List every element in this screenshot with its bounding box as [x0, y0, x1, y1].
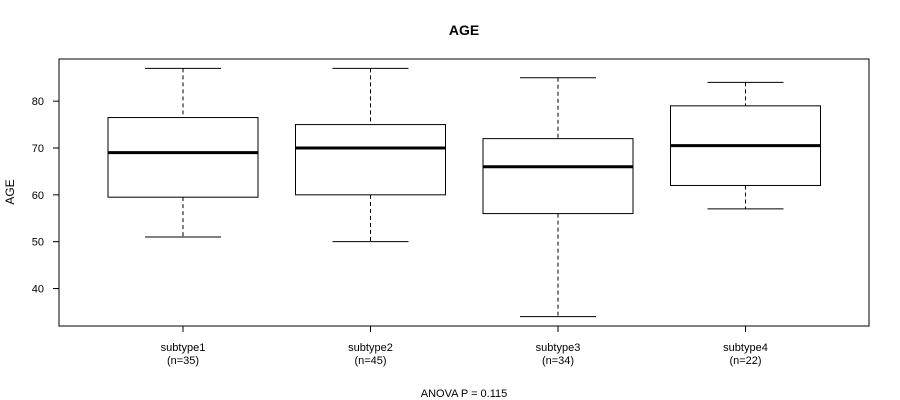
chart-title: AGE	[449, 22, 479, 38]
x-category-label: subtype4	[723, 342, 768, 354]
x-category-label: subtype1	[161, 342, 206, 354]
x-category-count: (n=35)	[167, 355, 199, 367]
y-axis: 40 50 60 70 80	[32, 96, 59, 296]
y-tick-label: 50	[32, 237, 44, 249]
y-tick-label: 80	[32, 96, 44, 108]
iqr-box	[107, 117, 259, 198]
iqr-box	[295, 124, 446, 196]
y-tick-label: 40	[32, 284, 44, 296]
y-axis-label: AGE	[3, 179, 17, 204]
x-axis: subtype1(n=35) subtype2(n=45) subtype3(n=3…	[161, 326, 768, 367]
box-group-subtype1	[107, 67, 259, 238]
x-category-count: (n=22)	[729, 355, 761, 367]
x-category-label: subtype3	[536, 342, 581, 354]
box-group-subtype3	[482, 77, 634, 318]
boxes	[107, 67, 821, 318]
box-group-subtype4	[670, 81, 821, 210]
x-category-count: (n=34)	[542, 355, 574, 367]
y-tick-label: 70	[32, 143, 44, 155]
x-category-count: (n=45)	[354, 355, 386, 367]
x-category-label: subtype2	[348, 342, 393, 354]
box-group-subtype2	[295, 67, 446, 243]
y-tick-label: 60	[32, 190, 44, 202]
plot-frame	[58, 58, 870, 327]
anova-footnote: ANOVA P = 0.115	[421, 388, 508, 400]
iqr-box	[482, 138, 634, 215]
